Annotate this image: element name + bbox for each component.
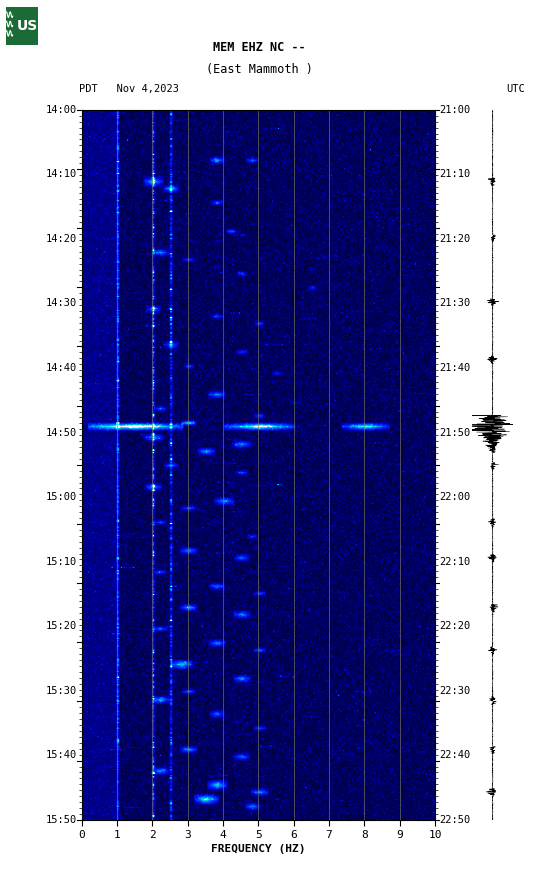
Text: 22:40: 22:40 [439,750,471,760]
Text: UTC: UTC [507,84,526,94]
Text: 14:30: 14:30 [46,298,77,308]
Text: (East Mammoth ): (East Mammoth ) [206,63,313,76]
Text: 15:10: 15:10 [46,556,77,567]
Text: PDT   Nov 4,2023: PDT Nov 4,2023 [79,84,179,94]
Text: 15:50: 15:50 [46,814,77,825]
Text: 21:40: 21:40 [439,363,471,373]
Text: 22:00: 22:00 [439,492,471,502]
Text: 14:10: 14:10 [46,170,77,179]
Text: 15:20: 15:20 [46,622,77,631]
Text: 22:10: 22:10 [439,556,471,567]
Text: 22:20: 22:20 [439,622,471,631]
Text: 21:10: 21:10 [439,170,471,179]
Text: 22:30: 22:30 [439,686,471,696]
Text: 21:00: 21:00 [439,104,471,115]
X-axis label: FREQUENCY (HZ): FREQUENCY (HZ) [211,845,306,855]
Bar [6,7,38,45]
Text: 14:50: 14:50 [46,428,77,438]
Text: 21:30: 21:30 [439,298,471,308]
Text: USGS: USGS [17,19,59,33]
Text: 14:00: 14:00 [46,104,77,115]
Text: 14:40: 14:40 [46,363,77,373]
Text: 15:30: 15:30 [46,686,77,696]
Text: 14:20: 14:20 [46,234,77,244]
Text: 21:50: 21:50 [439,428,471,438]
Text: 22:50: 22:50 [439,814,471,825]
Text: 15:00: 15:00 [46,492,77,502]
Text: 15:40: 15:40 [46,750,77,760]
Text: MEM EHZ NC --: MEM EHZ NC -- [213,41,306,54]
Text: 21:20: 21:20 [439,234,471,244]
